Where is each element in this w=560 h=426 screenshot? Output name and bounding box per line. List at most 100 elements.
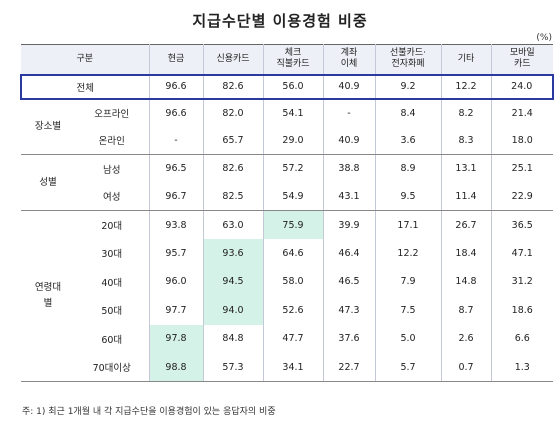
- table-cell: 52.6: [263, 296, 324, 325]
- table-cell: 8.3: [441, 126, 492, 155]
- table-cell: 37.6: [323, 324, 376, 353]
- table-cell: 31.2: [511, 276, 533, 288]
- table-cell: 82.0: [203, 98, 264, 127]
- table-cell: 56.0: [263, 73, 324, 100]
- table-cell: 43.1: [323, 182, 376, 211]
- table-cell: 96.6: [149, 73, 204, 100]
- table-cell: 98.8: [149, 353, 204, 382]
- row-label: 70대이상: [75, 353, 150, 382]
- table-cell: 18.6: [511, 304, 533, 316]
- header-category: 구분: [21, 44, 150, 75]
- table-cell: 36.5: [511, 219, 533, 231]
- table-cell: 97.8: [149, 324, 204, 353]
- table-cell: 8.9: [375, 154, 442, 183]
- table-cell: 93.6: [203, 239, 264, 268]
- row-label: 20대: [75, 210, 150, 239]
- table-cell: 7.9: [375, 267, 442, 296]
- table-cell: 8.4: [375, 98, 442, 127]
- table-cell: 5.0: [375, 324, 442, 353]
- table-row: 성별 남성 96.5 82.6 57.2 38.8 8.9 13.1 25.1: [21, 154, 553, 211]
- table-cell: 40.9: [323, 126, 376, 155]
- payment-usage-table: 구분 현금 신용카드 체크 직불카드 계좌 이체 선불카드· 전자화폐 기타 모…: [20, 44, 554, 382]
- header-cash: 현금: [149, 44, 204, 75]
- group-label: 장소별: [21, 98, 75, 155]
- total-label: 전체: [20, 73, 150, 100]
- table-row: 70대이상 98.8 57.3 34.1 22.7 5.7 0.7 1.3: [21, 353, 553, 382]
- table-cell: 84.8: [203, 324, 264, 353]
- table-cell: 47.1: [511, 247, 533, 259]
- table-cell: -: [323, 98, 376, 127]
- header-row: 구분 현금 신용카드 체크 직불카드 계좌 이체 선불카드· 전자화폐 기타 모…: [21, 44, 553, 75]
- group-label: 성별: [21, 154, 75, 211]
- row-label: 남성: [75, 154, 150, 183]
- table-cell: 65.7: [203, 126, 264, 155]
- table-cell: 9.5: [375, 182, 442, 211]
- unit-label: (%): [536, 33, 552, 43]
- table-cell: 13.1: [441, 154, 492, 183]
- row-label: 오프라인: [75, 98, 150, 127]
- table-cell: 47.3: [323, 296, 376, 325]
- page-title: 지급수단별 이용경험 비중: [192, 12, 368, 30]
- row-label: 온라인: [75, 126, 150, 155]
- table-cell: 57.2: [263, 154, 324, 183]
- table-cell: 18.0: [491, 126, 553, 155]
- table-cell: 96.7: [149, 182, 204, 211]
- table-cell: 82.5: [203, 182, 264, 211]
- table-cell: 2.6: [441, 324, 492, 353]
- table-cell: 22.7: [323, 353, 376, 382]
- table-cell: 3.6: [375, 126, 442, 155]
- row-label: 30대: [75, 239, 150, 268]
- table-row: 온라인 -65.7 29.0 40.9 3.6 8.3 18.0: [21, 126, 553, 155]
- table-cell: 47.7: [263, 324, 324, 353]
- table-cell: -: [149, 126, 204, 155]
- table-cell: 64.6: [263, 239, 324, 268]
- table-cell: 12.2: [441, 73, 492, 100]
- header-check-card: 체크 직불카드: [263, 44, 324, 75]
- table-cell: 5.7: [375, 353, 442, 382]
- table-cell: 12.2: [375, 239, 442, 268]
- table-cell: 8.7: [441, 296, 492, 325]
- table-row: 40대 96.0 94.5 58.0 46.5 7.9 14.8 31.2: [21, 267, 553, 296]
- table-cell: 1.3: [491, 353, 553, 382]
- table-row: 30대 95.7 93.6 64.6 46.4 12.2 18.4 47.1: [21, 239, 553, 268]
- group-label: 연령대 별: [21, 210, 75, 382]
- table-cell: 54.1: [263, 98, 324, 127]
- table-cell: 29.0: [263, 126, 324, 155]
- table-cell: 63.0: [203, 210, 264, 239]
- row-label: 50대: [75, 296, 150, 325]
- header-account-transfer: 계좌 이체: [323, 44, 376, 75]
- table-row: 50대 97.7 94.0 52.6 47.3 7.5 8.7 18.6: [21, 296, 553, 325]
- table-cell: 40.9: [323, 73, 376, 100]
- table-cell: 39.9: [323, 210, 376, 239]
- table-cell: 96.5: [149, 154, 204, 183]
- table-row: 연령대 별 20대 93.8 63.0 75.9 39.9 17.1 26.7 36.5: [21, 210, 553, 382]
- row-label: 60대: [75, 324, 150, 353]
- header-other: 기타: [441, 44, 492, 75]
- table-cell: 94.5: [203, 267, 264, 296]
- header-prepaid: 선불카드· 전자화폐: [375, 44, 442, 75]
- table-cell: 6.6: [514, 333, 530, 345]
- table-cell: 82.6: [203, 154, 264, 183]
- table-cell: 95.7: [149, 239, 204, 268]
- table-cell: 96.0: [149, 267, 204, 296]
- table-cell: 21.4: [511, 107, 533, 119]
- table-cell: 58.0: [263, 267, 324, 296]
- table-cell: 24.0: [491, 73, 554, 100]
- table-cell: 9.2: [375, 73, 442, 100]
- table-cell: 26.7: [441, 210, 492, 239]
- table-cell: 7.5: [375, 296, 442, 325]
- table-cell: 11.4: [441, 182, 492, 211]
- table-cell: 82.6: [203, 73, 264, 100]
- table-row: 60대 97.8 84.8 47.7 37.6 5.0 2.6 6.6: [21, 324, 553, 353]
- footnote: 주: 1) 최근 1개월 내 각 지급수단을 이용경험이 있는 응답자의 비중: [22, 407, 276, 417]
- table-cell: 57.3: [203, 353, 264, 382]
- table-cell: 75.9: [263, 210, 324, 239]
- table-cell: 14.8: [441, 267, 492, 296]
- table-cell: 97.7: [149, 296, 204, 325]
- table-cell: 93.8: [149, 210, 204, 239]
- table-cell: 0.7: [441, 353, 492, 382]
- header-mobile-card: 모바일 카드: [491, 44, 553, 75]
- table-cell: 46.4: [323, 239, 376, 268]
- total-row: 전체 96.6 82.6 56.0 40.9 9.2 12.2 24.0: [20, 73, 554, 100]
- table-cell: 22.9: [491, 182, 553, 211]
